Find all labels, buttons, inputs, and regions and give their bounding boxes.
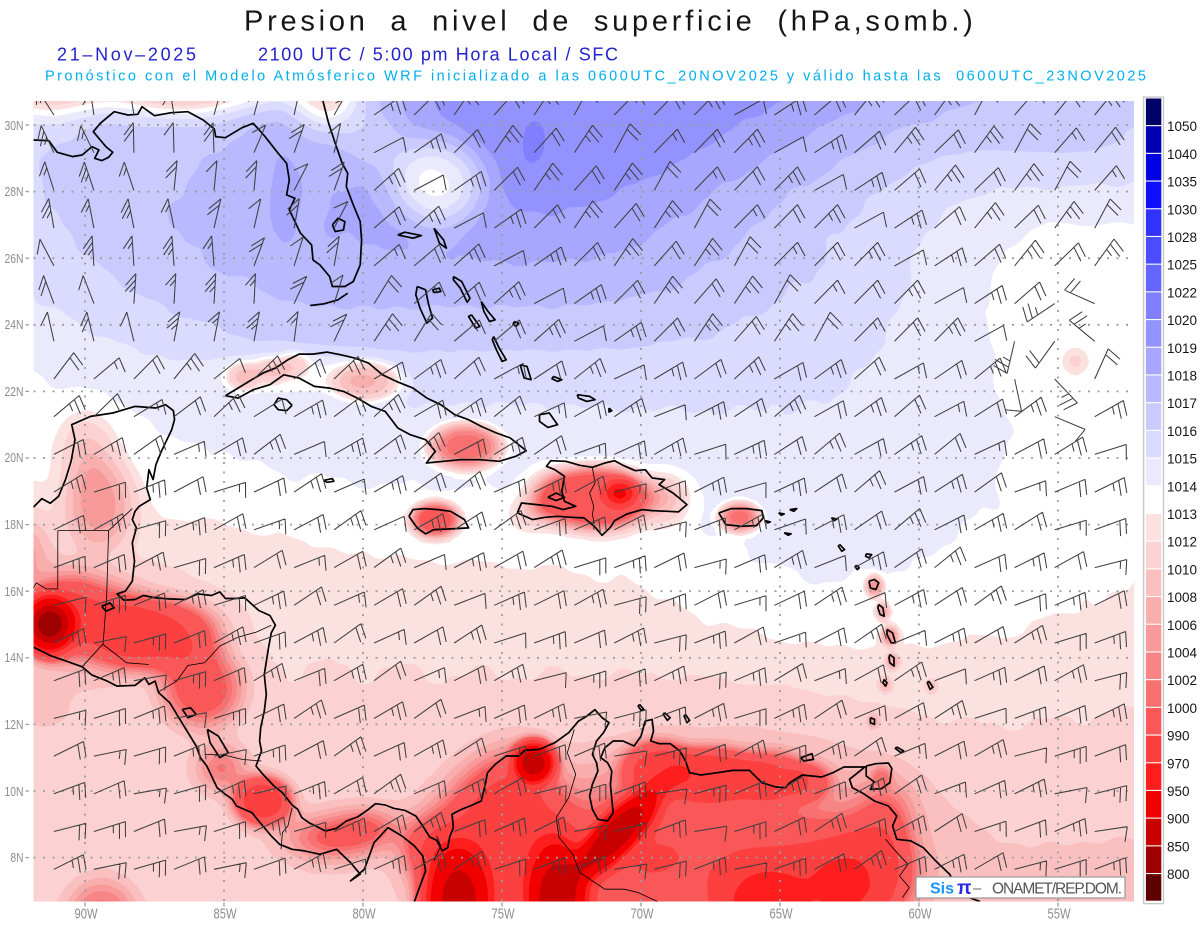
svg-text:85W: 85W [214,906,238,923]
svg-text:20N: 20N [5,450,24,465]
svg-text:1006: 1006 [1167,618,1197,633]
svg-text:18N: 18N [5,517,24,532]
svg-text:1028: 1028 [1167,230,1197,245]
svg-text:990: 990 [1167,729,1190,744]
svg-text:22N: 22N [5,384,24,399]
svg-text:1017: 1017 [1167,396,1197,411]
svg-text:π: π [957,878,972,899]
svg-text:60W: 60W [909,906,933,923]
svg-text:21–Nov–2025: 21–Nov–2025 [57,45,196,65]
svg-text:1035: 1035 [1167,175,1197,190]
svg-text:8N: 8N [11,850,24,865]
svg-text:14N: 14N [5,650,24,665]
svg-text:Presion a nivel de superficie: Presion a nivel de superficie (hPa,somb.… [244,6,975,38]
svg-text:1013: 1013 [1167,507,1197,522]
svg-text:1022: 1022 [1167,285,1197,300]
svg-text:16N: 16N [5,584,24,599]
svg-text:Pronóstico con el Modelo Atmós: Pronóstico con el Modelo Atmósferico WRF… [45,69,1146,85]
svg-text:1020: 1020 [1167,313,1197,328]
svg-text:1002: 1002 [1167,673,1197,688]
svg-text:24N: 24N [5,317,24,332]
svg-text:1000: 1000 [1167,701,1197,716]
svg-text:2100 UTC / 5:00 pm Hora Local: 2100 UTC / 5:00 pm Hora Local / SFC [258,45,618,65]
svg-text:30N: 30N [5,118,24,133]
svg-text:1030: 1030 [1167,202,1197,217]
svg-text:12N: 12N [5,717,24,732]
svg-text:1040: 1040 [1167,147,1197,162]
svg-text:80W: 80W [353,906,377,923]
svg-text:1008: 1008 [1167,590,1197,605]
svg-text:1015: 1015 [1167,452,1197,467]
svg-text:1010: 1010 [1167,562,1197,577]
svg-text:850: 850 [1167,839,1190,854]
svg-text:1018: 1018 [1167,369,1197,384]
svg-text:ONAMET/REP.DOM.: ONAMET/REP.DOM. [992,881,1122,898]
svg-text:28N: 28N [5,184,24,199]
svg-text:1004: 1004 [1167,646,1198,661]
svg-text:800: 800 [1167,867,1190,882]
svg-text:1025: 1025 [1167,258,1197,273]
svg-text:1012: 1012 [1167,535,1197,550]
svg-text:26N: 26N [5,251,24,266]
svg-text:1050: 1050 [1167,119,1197,134]
svg-text:–: – [973,880,982,897]
svg-text:65W: 65W [770,906,794,923]
svg-text:70W: 70W [631,906,655,923]
svg-text:1016: 1016 [1167,424,1197,439]
svg-text:950: 950 [1167,784,1190,799]
svg-text:55W: 55W [1048,906,1072,923]
svg-text:970: 970 [1167,756,1190,771]
svg-text:900: 900 [1167,812,1190,827]
svg-text:75W: 75W [492,906,516,923]
svg-text:90W: 90W [75,906,99,923]
svg-text:10N: 10N [5,784,24,799]
svg-text:1019: 1019 [1167,341,1197,356]
svg-text:Sis: Sis [930,881,954,898]
svg-text:1014: 1014 [1167,479,1198,494]
